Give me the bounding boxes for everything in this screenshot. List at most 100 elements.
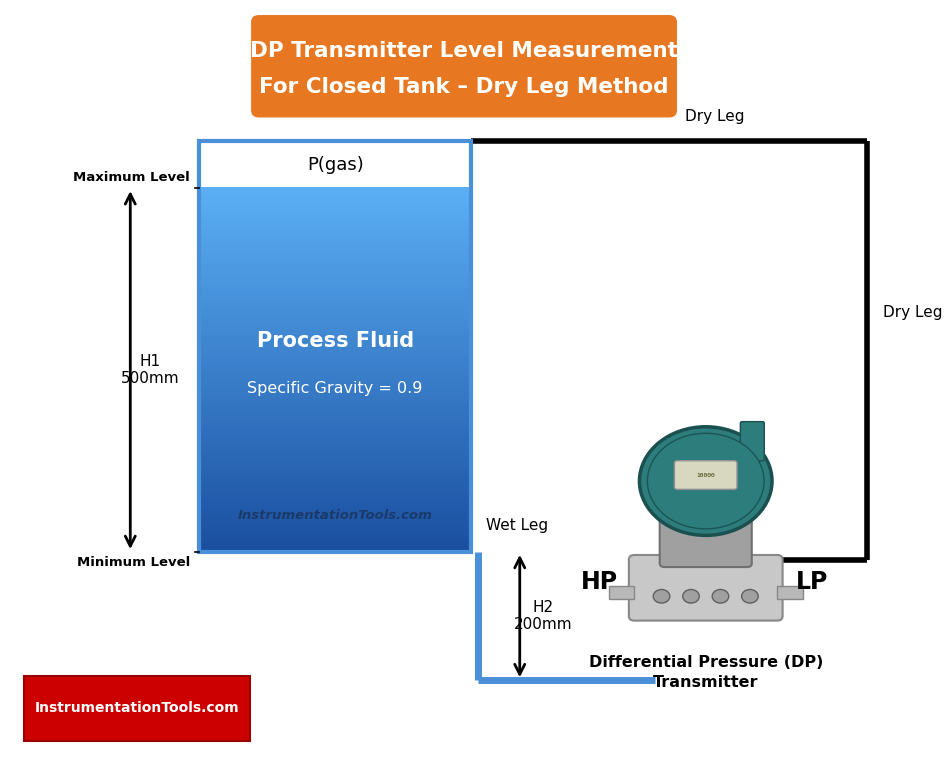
Bar xyxy=(199,224,471,229)
Bar xyxy=(199,351,471,357)
Text: P(gas): P(gas) xyxy=(307,155,364,173)
Bar xyxy=(199,383,471,388)
Bar xyxy=(199,547,471,552)
FancyBboxPatch shape xyxy=(252,16,676,117)
Text: Specific Gravity = 0.9: Specific Gravity = 0.9 xyxy=(248,381,423,396)
Bar xyxy=(199,528,471,534)
Text: 10000: 10000 xyxy=(696,472,715,478)
Bar xyxy=(199,265,471,270)
Text: InstrumentationTools.com: InstrumentationTools.com xyxy=(35,702,240,715)
Bar xyxy=(199,419,471,425)
Bar xyxy=(199,401,471,407)
Bar xyxy=(199,428,471,434)
Bar xyxy=(199,141,471,552)
Bar xyxy=(199,478,471,484)
Bar xyxy=(199,297,471,302)
Bar xyxy=(199,369,471,375)
Bar xyxy=(199,465,471,470)
Bar xyxy=(199,447,471,452)
Text: H1
500mm: H1 500mm xyxy=(121,354,180,386)
Bar xyxy=(199,483,471,488)
Bar xyxy=(199,310,471,316)
Bar xyxy=(199,497,471,502)
Text: Process Fluid: Process Fluid xyxy=(257,331,414,351)
Bar xyxy=(199,537,471,543)
Bar xyxy=(199,306,471,311)
Bar xyxy=(199,238,471,243)
Bar xyxy=(199,501,471,506)
FancyBboxPatch shape xyxy=(741,422,764,461)
FancyBboxPatch shape xyxy=(629,555,783,621)
Bar xyxy=(199,388,471,393)
Bar xyxy=(199,365,471,370)
Bar xyxy=(199,206,471,211)
Text: Dry Leg: Dry Leg xyxy=(883,305,942,320)
Bar xyxy=(199,460,471,466)
Bar xyxy=(199,283,471,288)
Bar xyxy=(199,424,471,429)
Bar xyxy=(199,451,471,456)
Bar xyxy=(199,356,471,361)
Bar xyxy=(199,510,471,516)
Bar xyxy=(199,288,471,293)
Bar xyxy=(199,315,471,320)
Bar xyxy=(199,506,471,511)
Bar xyxy=(199,215,471,220)
Circle shape xyxy=(653,590,670,603)
Bar xyxy=(199,524,471,529)
Bar xyxy=(199,456,471,461)
Bar xyxy=(199,378,471,384)
Circle shape xyxy=(647,433,764,529)
Bar xyxy=(199,319,471,325)
Text: DP Transmitter Level Measurement: DP Transmitter Level Measurement xyxy=(250,41,678,61)
Bar xyxy=(199,533,471,538)
Text: HP: HP xyxy=(582,570,619,594)
Bar xyxy=(199,251,471,257)
Bar xyxy=(199,392,471,397)
Bar xyxy=(199,141,471,188)
FancyBboxPatch shape xyxy=(25,677,250,740)
Bar xyxy=(199,197,471,202)
Bar xyxy=(199,242,471,248)
Text: H2
200mm: H2 200mm xyxy=(513,600,572,632)
Bar xyxy=(199,247,471,252)
Bar xyxy=(199,329,471,334)
Bar xyxy=(199,374,471,379)
Bar xyxy=(199,519,471,525)
Bar xyxy=(199,229,471,234)
Bar xyxy=(199,233,471,238)
Text: InstrumentationTools.com: InstrumentationTools.com xyxy=(238,509,432,522)
Text: Maximum Level: Maximum Level xyxy=(73,171,190,185)
Circle shape xyxy=(640,427,772,535)
Bar xyxy=(199,410,471,416)
Text: Minimum Level: Minimum Level xyxy=(77,556,190,569)
Bar xyxy=(199,442,471,447)
Bar xyxy=(199,269,471,275)
Bar xyxy=(199,188,471,193)
Bar xyxy=(199,474,471,479)
Bar xyxy=(199,220,471,225)
Bar xyxy=(199,397,471,402)
Bar xyxy=(777,585,803,599)
Bar xyxy=(199,406,471,411)
Text: Wet Leg: Wet Leg xyxy=(486,518,547,533)
Text: Dry Leg: Dry Leg xyxy=(685,109,744,124)
Bar xyxy=(199,492,471,497)
Bar xyxy=(199,324,471,329)
Text: Differential Pressure (DP)
Transmitter: Differential Pressure (DP) Transmitter xyxy=(588,656,823,690)
Bar xyxy=(199,360,471,366)
Bar xyxy=(199,274,471,279)
Bar xyxy=(199,292,471,298)
Bar xyxy=(199,192,471,198)
Bar xyxy=(199,201,471,207)
Bar xyxy=(199,210,471,216)
Bar xyxy=(199,488,471,493)
Bar xyxy=(199,256,471,261)
Bar xyxy=(199,415,471,420)
Circle shape xyxy=(683,590,700,603)
FancyBboxPatch shape xyxy=(660,518,752,567)
Bar xyxy=(199,515,471,520)
Bar xyxy=(199,438,471,443)
Bar xyxy=(199,333,471,338)
Circle shape xyxy=(712,590,728,603)
